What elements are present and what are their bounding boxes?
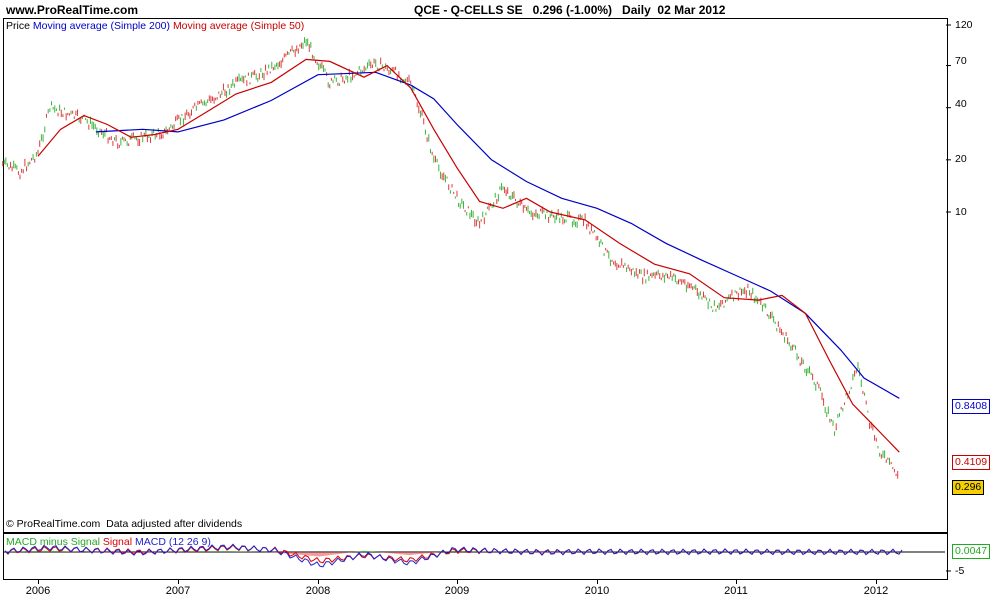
x-tick-2010: 2010 bbox=[584, 585, 610, 597]
macd-panel[interactable] bbox=[3, 533, 948, 580]
legend-ma200: Moving average (Simple 200) bbox=[32, 20, 171, 32]
y-tick-20: 20 bbox=[955, 153, 967, 165]
legend-macd-histogram: MACD minus Signal bbox=[6, 536, 100, 548]
y-tick-10: 10 bbox=[955, 206, 967, 218]
macd-value-box: 0.0047 bbox=[952, 544, 991, 559]
legend-price: Price bbox=[6, 20, 30, 32]
legend-macd-line: MACD (12 26 9) bbox=[135, 536, 211, 548]
x-tick-mark bbox=[876, 579, 877, 584]
x-tick-2007: 2007 bbox=[165, 585, 191, 597]
x-tick-mark bbox=[597, 579, 598, 584]
y-tick-40: 40 bbox=[955, 98, 967, 110]
copyright-note: © ProRealTime.com Data adjusted after di… bbox=[6, 518, 243, 530]
legend-ma50: Moving average (Simple 50) bbox=[172, 20, 305, 32]
x-tick-2012: 2012 bbox=[863, 585, 889, 597]
macd-line bbox=[4, 543, 903, 568]
macd-legend: MACD minus Signal Signal MACD (12 26 9) bbox=[6, 536, 211, 548]
x-tick-mark bbox=[457, 579, 458, 584]
x-tick-mark bbox=[38, 579, 39, 584]
x-tick-mark bbox=[318, 579, 319, 584]
x-tick-2011: 2011 bbox=[724, 585, 748, 597]
x-tick-2008: 2008 bbox=[305, 585, 331, 597]
ma50-value-box: 0.4109 bbox=[952, 455, 991, 470]
y-tick-120: 120 bbox=[955, 19, 973, 31]
price-value-box: 0.296 bbox=[952, 480, 985, 495]
price-legend: Price Moving average (Simple 200) Moving… bbox=[6, 20, 304, 32]
ma50-line bbox=[37, 58, 900, 453]
y-tick-70: 70 bbox=[955, 55, 967, 67]
x-tick-mark bbox=[736, 579, 737, 584]
macd-y-tick: -5 bbox=[955, 565, 965, 577]
x-tick-2006: 2006 bbox=[25, 585, 51, 597]
x-tick-2009: 2009 bbox=[444, 585, 470, 597]
x-tick-mark bbox=[178, 579, 179, 584]
legend-macd-signal: Signal bbox=[102, 536, 133, 548]
ma200-value-box: 0.8408 bbox=[952, 399, 991, 414]
chart-header: QCE - Q-CELLS SE 0.296 (-1.00%) Daily 02… bbox=[414, 3, 726, 17]
site-title[interactable]: www.ProRealTime.com bbox=[6, 3, 139, 17]
ma200-line bbox=[95, 71, 900, 399]
price-panel[interactable] bbox=[3, 18, 948, 533]
